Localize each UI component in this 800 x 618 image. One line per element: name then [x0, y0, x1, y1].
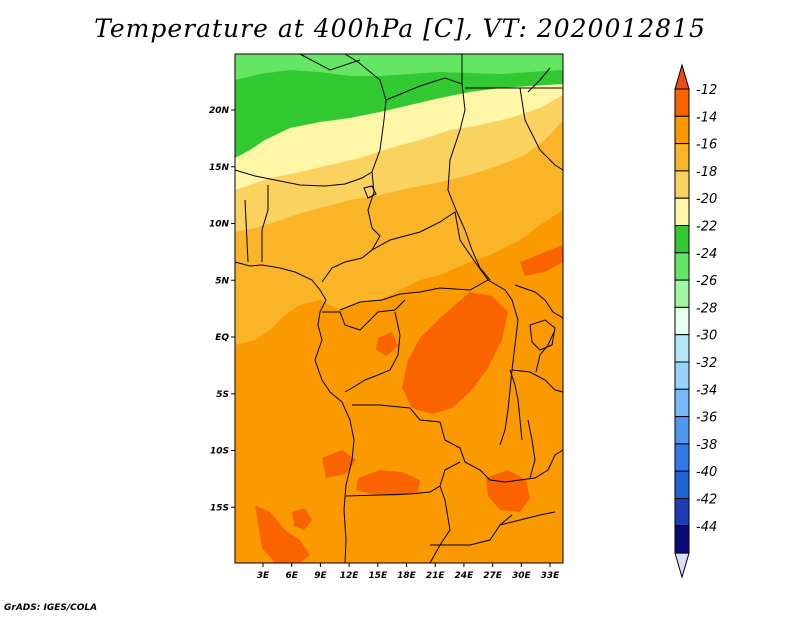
- colorbar-segment: [674, 252, 690, 281]
- lon-tick-label: 30E: [512, 571, 532, 581]
- colorbar-top-arrow: [674, 63, 690, 90]
- border-tanzania: [511, 369, 564, 393]
- colorbar-segment: [674, 361, 690, 390]
- colorbar-label: -14: [696, 110, 717, 125]
- lon-tick-label: 27E: [483, 571, 503, 581]
- colorbar-segment: [674, 416, 690, 445]
- warm-patch-angola-west: [322, 450, 356, 478]
- colorbar-label: -32: [696, 356, 717, 371]
- colorbar-label: -44: [696, 520, 717, 535]
- lon-tick-label: 21E: [426, 571, 446, 581]
- colorbar-label: -28: [696, 301, 717, 316]
- colorbar-segment: [674, 306, 690, 336]
- warm-patch-namibia-2: [292, 508, 312, 530]
- lat-tick-label: 10N: [209, 220, 230, 230]
- lon-tick-label: 6E: [285, 571, 298, 581]
- colorbar-segment: [674, 225, 690, 254]
- border-gabon-congo: [322, 299, 406, 331]
- border-mozambique: [504, 449, 564, 483]
- lon-tick-label: 24E: [455, 571, 475, 581]
- warm-patch-angola: [356, 470, 420, 496]
- colorbar-label: -16: [696, 138, 717, 153]
- lon-tick-label: 3E: [257, 571, 270, 581]
- temperature-field: [235, 54, 563, 563]
- lon-tick-label: 12E: [340, 571, 360, 581]
- border-namibia-botswana: [430, 514, 513, 546]
- border-east-coast: [535, 329, 556, 373]
- colorbar-segment: [674, 88, 690, 117]
- colorbar-label: -34: [696, 383, 717, 398]
- map-frame: [234, 53, 564, 564]
- warm-patch-east: [520, 245, 563, 276]
- colorbar-label: -36: [696, 411, 717, 426]
- lake-tanganyika: [509, 369, 523, 441]
- chart-title: Temperature at 400hPa [C], VT: 202001281…: [94, 14, 706, 43]
- warm-patch-namibia: [255, 505, 310, 563]
- border-ethiopia: [519, 87, 564, 171]
- colorbar-label: -22: [696, 220, 717, 235]
- lake-victoria: [529, 319, 556, 351]
- border-libya: [299, 53, 361, 71]
- border-nigeria-north: [261, 185, 269, 262]
- longitude-axis: 3E 6E 9E 12E 15E 18E 21E 24E 27E 30E 33E: [257, 563, 560, 581]
- coastline-west: [234, 261, 355, 564]
- border-drc-east: [487, 279, 519, 446]
- credit-text: GrADS: IGES/COLA: [4, 603, 98, 613]
- country-borders: [234, 53, 564, 564]
- lon-tick-label: 33E: [541, 571, 561, 581]
- colorbar-label: -40: [696, 465, 717, 480]
- colorbar-segment: [674, 115, 690, 145]
- border-chad-sudan: [385, 77, 491, 281]
- colorbar-label: -18: [696, 165, 717, 180]
- lake-chad: [363, 185, 377, 199]
- lake-malawi: [527, 419, 536, 479]
- colorbar-segment: [674, 279, 690, 308]
- colorbar-segment: [674, 498, 690, 527]
- colorbar-segment: [674, 470, 690, 500]
- colorbar-segment: [674, 388, 690, 418]
- lat-tick-label: 15S: [210, 503, 229, 513]
- warm-patch-gabon: [376, 332, 398, 356]
- colorbar-segment: [674, 334, 690, 363]
- colorbar-bottom-arrow: [674, 552, 690, 579]
- lat-tick-label: 20N: [209, 106, 230, 116]
- lon-tick-label: 15E: [368, 571, 388, 581]
- border-nigeria-cameroon: [321, 171, 381, 283]
- border-benin: [244, 199, 249, 263]
- border-angola-south: [345, 461, 461, 497]
- colorbar-label: -30: [696, 329, 717, 344]
- red-sea-coast: [527, 67, 551, 93]
- colorbar-segment: [674, 443, 690, 472]
- colorbar-label: -26: [696, 274, 717, 289]
- colorbar-segment: [674, 143, 690, 172]
- colorbar-segment: [674, 170, 690, 199]
- border-sahel: [234, 169, 373, 187]
- colorbar-label: -20: [696, 192, 717, 207]
- lat-tick-label: 5S: [216, 390, 229, 400]
- latitude-axis: 20N 15N 10N 5N EQ 5S 10S 15S: [209, 106, 235, 513]
- border-congo-drc: [344, 311, 401, 393]
- lat-tick-label: EQ: [215, 333, 229, 343]
- lat-tick-label: 5N: [215, 276, 229, 286]
- border-uganda-kenya: [514, 284, 564, 319]
- warm-patch-congo: [402, 292, 508, 414]
- colorbar-segment: [674, 525, 690, 554]
- field-light-green: [235, 54, 563, 80]
- border-zimbabwe: [499, 511, 556, 526]
- colorbar-label: -42: [696, 493, 717, 508]
- field-green: [235, 54, 563, 158]
- lon-tick-label: 9E: [314, 571, 327, 581]
- colorbar-label: -38: [696, 438, 717, 453]
- lat-tick-label: 15N: [209, 163, 230, 173]
- border-drc-angola: [352, 404, 506, 483]
- lat-tick-label: 10S: [210, 447, 229, 457]
- colorbar-label: -24: [696, 247, 717, 262]
- colorbar-segment: [674, 197, 690, 226]
- colorbar-label: -12: [696, 83, 717, 98]
- colorbar: -12 -14 -16 -18 -20 -22 -24 -26 -28 -30 -32 -34 -36 -…: [674, 63, 717, 579]
- border-zambia: [429, 485, 451, 564]
- lon-tick-label: 18E: [397, 571, 417, 581]
